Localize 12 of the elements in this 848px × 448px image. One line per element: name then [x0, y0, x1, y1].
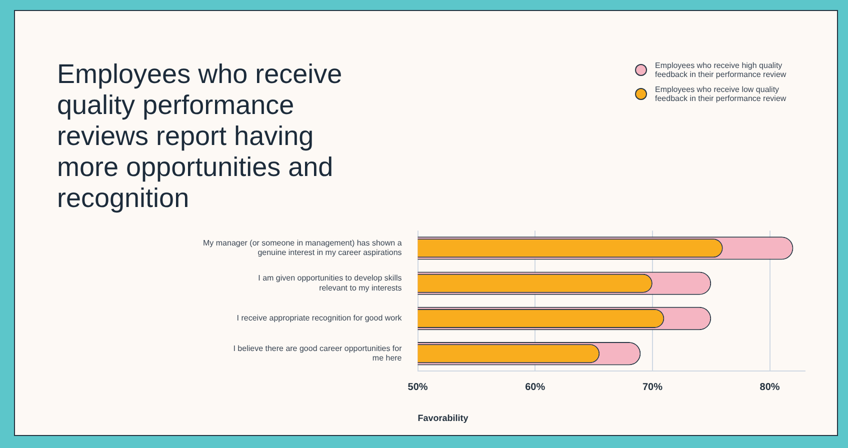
x-axis-title: Favorability [418, 413, 468, 424]
legend-label: Employees who receive high quality feedback in their performance review [655, 61, 788, 79]
x-tick-label: 60% [525, 382, 546, 393]
x-tick-label: 70% [642, 382, 663, 393]
y-tick-label: I believe there are good career opportunities for me here [233, 344, 402, 363]
text: Employees who receive quality performance reviews report having more opportunities and recognition [57, 59, 344, 214]
x-tick-label: 80% [760, 382, 780, 393]
x-tick-label: 50% [408, 382, 428, 393]
y-tick-label: I receive appropriate recognition for good work [236, 314, 403, 323]
legend-label: Employees who receive low quality feedback in their performance review [655, 85, 788, 103]
y-tick-label: My manager (or someone in management) has shown a genuine interest in my career aspirations [203, 238, 402, 258]
y-tick-label: I am given opportunities to develop skills relevant to my interests [258, 274, 402, 292]
